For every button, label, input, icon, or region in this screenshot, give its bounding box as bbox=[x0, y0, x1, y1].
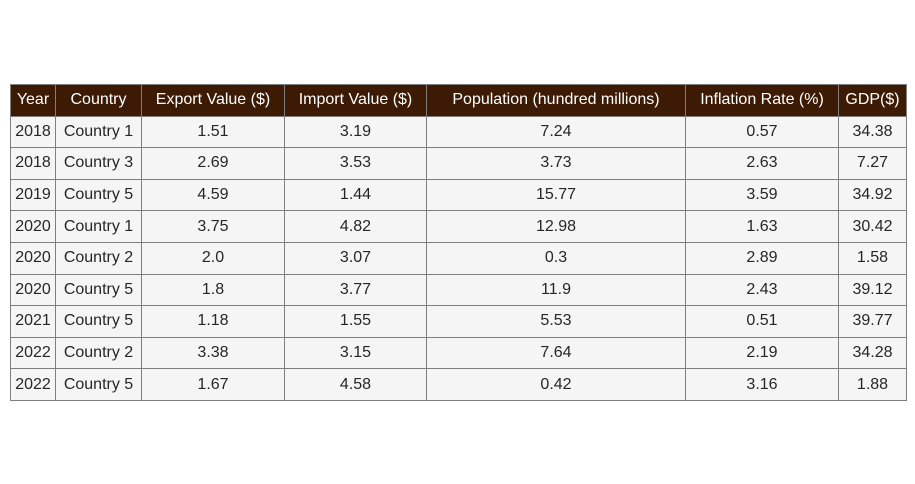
column-header-import-value: Import Value ($) bbox=[284, 84, 427, 117]
table-body: 2018 Country 1 1.51 3.19 7.24 0.57 34.38 2018 Co… bbox=[10, 115, 907, 401]
cell-inflation-rate: 2.43 bbox=[685, 273, 839, 307]
cell-import-value: 1.55 bbox=[284, 305, 427, 338]
cell-population: 5.53 bbox=[426, 305, 686, 338]
table-row: 2018 Country 3 2.69 3.53 3.73 2.63 7.27 bbox=[10, 147, 907, 180]
column-header-inflation-rate: Inflation Rate (%) bbox=[685, 84, 839, 117]
cell-gdp: 34.28 bbox=[838, 336, 907, 370]
cell-import-value: 3.77 bbox=[284, 273, 427, 307]
cell-population: 11.9 bbox=[426, 273, 686, 307]
cell-export-value: 2.0 bbox=[141, 241, 285, 275]
cell-inflation-rate: 0.57 bbox=[685, 115, 839, 149]
cell-export-value: 4.59 bbox=[141, 178, 285, 212]
cell-export-value: 1.67 bbox=[141, 368, 285, 401]
cell-inflation-rate: 3.59 bbox=[685, 178, 839, 212]
cell-export-value: 1.18 bbox=[141, 305, 285, 338]
cell-inflation-rate: 1.63 bbox=[685, 210, 839, 243]
cell-inflation-rate: 2.63 bbox=[685, 147, 839, 180]
cell-import-value: 3.19 bbox=[284, 115, 427, 149]
cell-inflation-rate: 0.51 bbox=[685, 305, 839, 338]
table-row: 2020 Country 2 2.0 3.07 0.3 2.89 1.58 bbox=[10, 241, 907, 275]
cell-year: 2022 bbox=[10, 368, 56, 401]
cell-import-value: 3.07 bbox=[284, 241, 427, 275]
table-row: 2020 Country 5 1.8 3.77 11.9 2.43 39.12 bbox=[10, 273, 907, 307]
cell-country: Country 1 bbox=[55, 115, 142, 149]
cell-population: 7.24 bbox=[426, 115, 686, 149]
cell-year: 2018 bbox=[10, 147, 56, 180]
header-row: Year Country Export Value ($) Import Val… bbox=[10, 84, 907, 117]
cell-inflation-rate: 2.19 bbox=[685, 336, 839, 370]
table-row: 2018 Country 1 1.51 3.19 7.24 0.57 34.38 bbox=[10, 115, 907, 149]
cell-year: 2020 bbox=[10, 210, 56, 243]
cell-country: Country 5 bbox=[55, 178, 142, 212]
column-header-country: Country bbox=[55, 84, 142, 117]
cell-import-value: 1.44 bbox=[284, 178, 427, 212]
cell-import-value: 3.15 bbox=[284, 336, 427, 370]
cell-population: 0.42 bbox=[426, 368, 686, 401]
table-row: 2019 Country 5 4.59 1.44 15.77 3.59 34.92 bbox=[10, 178, 907, 212]
cell-year: 2020 bbox=[10, 241, 56, 275]
cell-import-value: 4.82 bbox=[284, 210, 427, 243]
cell-gdp: 34.38 bbox=[838, 115, 907, 149]
cell-import-value: 4.58 bbox=[284, 368, 427, 401]
cell-population: 15.77 bbox=[426, 178, 686, 212]
cell-export-value: 3.75 bbox=[141, 210, 285, 243]
cell-gdp: 1.88 bbox=[838, 368, 907, 401]
cell-export-value: 1.8 bbox=[141, 273, 285, 307]
cell-population: 3.73 bbox=[426, 147, 686, 180]
table-row: 2020 Country 1 3.75 4.82 12.98 1.63 30.42 bbox=[10, 210, 907, 243]
cell-population: 12.98 bbox=[426, 210, 686, 243]
cell-inflation-rate: 2.89 bbox=[685, 241, 839, 275]
cell-country: Country 3 bbox=[55, 147, 142, 180]
table-row: 2022 Country 2 3.38 3.15 7.64 2.19 34.28 bbox=[10, 336, 907, 370]
table-row: 2022 Country 5 1.67 4.58 0.42 3.16 1.88 bbox=[10, 368, 907, 401]
cell-country: Country 5 bbox=[55, 273, 142, 307]
cell-year: 2019 bbox=[10, 178, 56, 212]
cell-country: Country 5 bbox=[55, 368, 142, 401]
cell-export-value: 1.51 bbox=[141, 115, 285, 149]
cell-year: 2018 bbox=[10, 115, 56, 149]
cell-export-value: 2.69 bbox=[141, 147, 285, 180]
cell-year: 2022 bbox=[10, 336, 56, 370]
cell-inflation-rate: 3.16 bbox=[685, 368, 839, 401]
cell-gdp: 7.27 bbox=[838, 147, 907, 180]
cell-gdp: 30.42 bbox=[838, 210, 907, 243]
cell-population: 0.3 bbox=[426, 241, 686, 275]
data-table-container: Year Country Export Value ($) Import Val… bbox=[10, 84, 907, 401]
cell-import-value: 3.53 bbox=[284, 147, 427, 180]
cell-country: Country 2 bbox=[55, 336, 142, 370]
cell-gdp: 39.12 bbox=[838, 273, 907, 307]
cell-year: 2021 bbox=[10, 305, 56, 338]
column-header-gdp: GDP($) bbox=[838, 84, 907, 117]
column-header-population: Population (hundred millions) bbox=[426, 84, 686, 117]
column-header-export-value: Export Value ($) bbox=[141, 84, 285, 117]
data-table: Year Country Export Value ($) Import Val… bbox=[10, 84, 907, 401]
cell-country: Country 2 bbox=[55, 241, 142, 275]
cell-year: 2020 bbox=[10, 273, 56, 307]
cell-gdp: 39.77 bbox=[838, 305, 907, 338]
cell-country: Country 5 bbox=[55, 305, 142, 338]
cell-export-value: 3.38 bbox=[141, 336, 285, 370]
column-header-year: Year bbox=[10, 84, 56, 117]
cell-population: 7.64 bbox=[426, 336, 686, 370]
cell-gdp: 1.58 bbox=[838, 241, 907, 275]
cell-country: Country 1 bbox=[55, 210, 142, 243]
cell-gdp: 34.92 bbox=[838, 178, 907, 212]
table-row: 2021 Country 5 1.18 1.55 5.53 0.51 39.77 bbox=[10, 305, 907, 338]
